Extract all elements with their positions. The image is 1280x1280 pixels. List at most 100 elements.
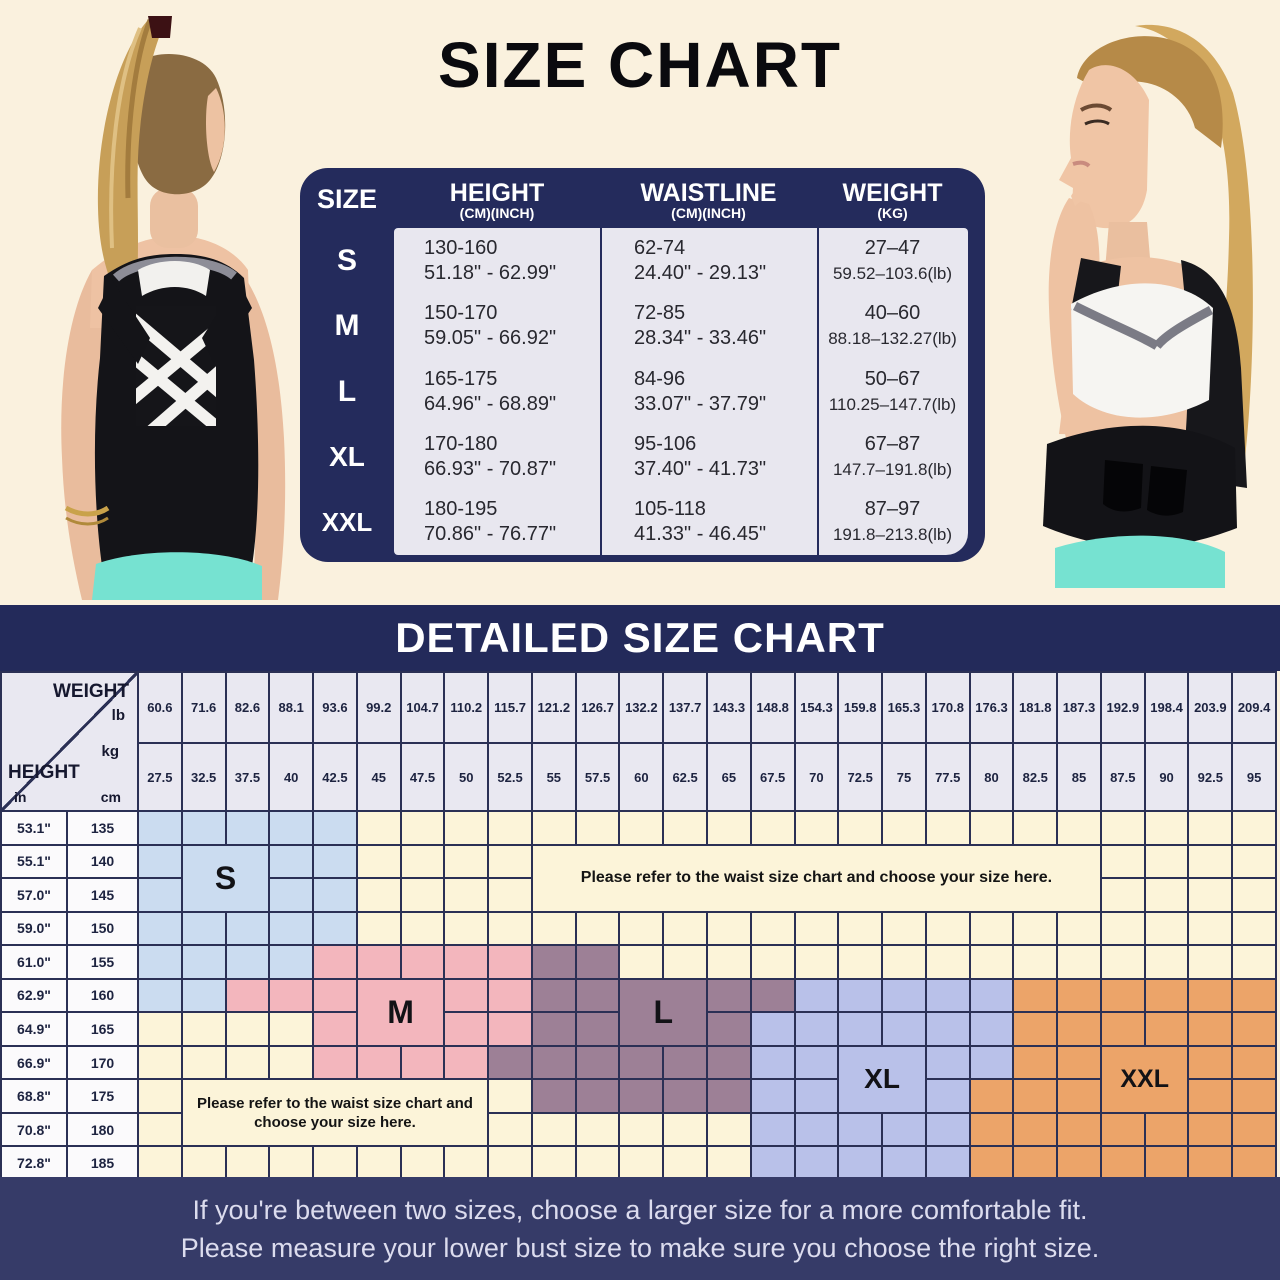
grid-cell — [314, 946, 356, 978]
grid-cell — [1101, 1113, 1144, 1146]
grid-cell — [532, 1080, 575, 1112]
height-cm-cell: 150 — [68, 912, 137, 945]
height-cm-cell: 170 — [68, 1046, 137, 1079]
grid-cell — [1058, 1147, 1100, 1179]
weight-lb-cell: 88.1 — [270, 673, 313, 742]
weight-kg-cell: 42.5 — [314, 744, 356, 810]
grid-cell — [839, 1113, 882, 1146]
grid-cell — [401, 812, 444, 844]
size-region-label-XL: XL — [839, 1046, 925, 1112]
weight-lb-cell: 60.6 — [139, 673, 181, 742]
height-in-cell: 57.0" — [2, 879, 66, 911]
weight-kg-cell: 45 — [357, 744, 400, 810]
grid-cell — [489, 1113, 531, 1146]
page-title: SIZE CHART — [438, 29, 842, 101]
grid-cell — [795, 812, 838, 844]
grid-cell — [532, 979, 575, 1012]
grid-cell — [270, 879, 313, 911]
weight-lb-cell: 176.3 — [970, 673, 1013, 742]
grid-cell — [1233, 946, 1275, 978]
grid-cell — [445, 946, 488, 978]
grid-cell — [751, 979, 794, 1012]
weight-kg-cell: 85 — [1058, 744, 1100, 810]
grid-cell — [1189, 912, 1232, 945]
weight-kg-cell: 55 — [532, 744, 575, 810]
weight-lb-cell: 170.8 — [926, 673, 969, 742]
grid-cell — [751, 1013, 794, 1045]
weight-kg-cell: 27.5 — [139, 744, 181, 810]
grid-cell — [1233, 845, 1275, 878]
weight-kg-cell: 32.5 — [182, 744, 225, 810]
grid-cell — [1145, 979, 1188, 1012]
model-front-photo — [985, 8, 1280, 600]
weight-cell: 27–47 59.52–103.6(lb) — [832, 236, 953, 283]
grid-cell — [532, 946, 575, 978]
model-front-illustration — [1043, 24, 1253, 588]
grid-cell — [1058, 946, 1100, 978]
grid-corner-cell: WEIGHT lb kg HEIGHT in cm — [2, 673, 137, 810]
grid-cell — [314, 912, 356, 945]
grid-cell — [970, 979, 1013, 1012]
grid-cell — [883, 812, 925, 844]
grid-cell — [1233, 979, 1275, 1012]
grid-cell — [489, 879, 531, 911]
corner-label-kg: kg — [101, 743, 119, 760]
grid-cell — [445, 1013, 488, 1045]
column-divider — [600, 228, 602, 555]
height-in-cell: 53.1" — [2, 812, 66, 844]
size-table-row: 165-175 64.96" - 68.89" 84-96 33.07" - 37.7… — [394, 359, 968, 424]
grid-cell — [1189, 1013, 1232, 1045]
grid-cell — [401, 1147, 444, 1179]
grid-cell — [1189, 812, 1232, 844]
grid-cell — [620, 812, 663, 844]
grid-cell — [1145, 845, 1188, 878]
grid-cell — [1189, 946, 1232, 978]
grid-cell — [489, 946, 531, 978]
grid-cell — [1101, 946, 1144, 978]
grid-cell — [226, 1147, 269, 1179]
grid-cell — [839, 912, 882, 945]
grid-cell — [532, 912, 575, 945]
grid-cell — [926, 979, 969, 1012]
grid-cell — [489, 1080, 531, 1112]
grid-cell — [182, 912, 225, 945]
weight-kg-cell: 80 — [970, 744, 1013, 810]
grid-cell — [270, 912, 313, 945]
weight-kg-cell: 92.5 — [1189, 744, 1232, 810]
weight-lb-cell: 115.7 — [489, 673, 531, 742]
weight-lb-cell: 148.8 — [751, 673, 794, 742]
weight-kg-cell: 82.5 — [1014, 744, 1057, 810]
weight-lb-cell: 181.8 — [1014, 673, 1057, 742]
weight-lb-cell: 154.3 — [795, 673, 838, 742]
height-column-header: HEIGHT (CM)(INCH) — [449, 179, 545, 221]
grid-cell — [1145, 912, 1188, 945]
grid-cell — [1101, 979, 1144, 1012]
grid-cell — [445, 812, 488, 844]
weight-kg-cell: 37.5 — [226, 744, 269, 810]
grid-cell — [1014, 1113, 1057, 1146]
grid-cell — [139, 812, 181, 844]
weight-lb-cell: 165.3 — [883, 673, 925, 742]
grid-cell — [1101, 879, 1144, 911]
height-in-cell: 66.9" — [2, 1046, 66, 1079]
grid-cell — [1058, 979, 1100, 1012]
weight-lb-cell: 187.3 — [1058, 673, 1100, 742]
grid-cell — [182, 1147, 225, 1179]
grid-cell — [226, 1046, 269, 1079]
weight-kg-cell: 60 — [620, 744, 663, 810]
model-back-illustration — [61, 16, 286, 600]
grid-cell — [576, 1147, 619, 1179]
grid-cell — [489, 845, 531, 878]
weight-lb-cell: 159.8 — [839, 673, 882, 742]
grid-cell — [576, 812, 619, 844]
grid-cell — [270, 845, 313, 878]
weight-lb-cell: 209.4 — [1233, 673, 1275, 742]
waistline-cell: 72-85 28.34" - 33.46" — [634, 302, 767, 350]
grid-cell — [970, 912, 1013, 945]
grid-cell — [314, 979, 356, 1012]
size-row-label: XXL — [321, 506, 373, 537]
size-table-row: 180-195 70.86" - 76.77" 105-118 41.33" - 46… — [394, 490, 968, 555]
grid-cell — [1014, 812, 1057, 844]
grid-cell — [620, 1046, 663, 1079]
